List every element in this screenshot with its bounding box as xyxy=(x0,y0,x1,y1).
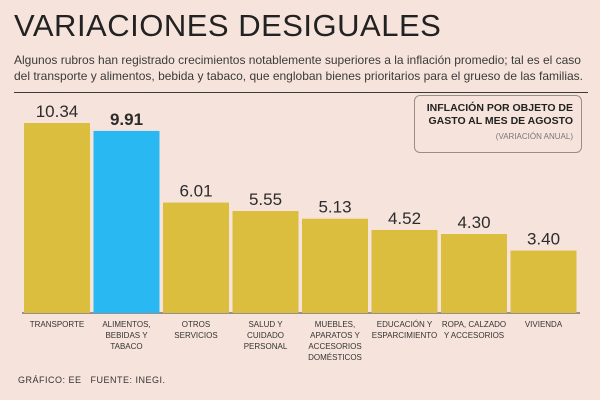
category-label-line: ESPARCIMIENTO xyxy=(372,331,438,340)
category-label: ROPA, CALZADO Y ACCESORIOS xyxy=(442,320,506,340)
value-label: 4.52 xyxy=(388,209,421,228)
legend-box-title: INFLACIÓN POR OBJETO DE GASTO AL MES DE … xyxy=(426,102,573,127)
category-label-line: EDUCACIÓN Y xyxy=(377,320,433,329)
bar xyxy=(371,229,438,313)
bar xyxy=(441,233,507,313)
category-label-line: Y ACCESORIOS xyxy=(444,331,504,340)
value-label: 10.34 xyxy=(36,102,79,121)
category-label: SALUD Y CUIDADO PERSONAL xyxy=(244,320,288,351)
category-label: VIVIENDA xyxy=(525,320,563,329)
value-labels-group: 10.34 9.91 6.01 5.55 5.13 4.52 4.30 3.40 xyxy=(36,102,560,249)
value-label: 4.30 xyxy=(457,213,490,232)
category-label: TRANSPORTE xyxy=(30,320,85,329)
category-label: OTROS SERVICIOS xyxy=(174,320,217,340)
category-label-line: APARATOS Y xyxy=(310,331,360,340)
category-label-line: TRANSPORTE xyxy=(30,320,85,329)
category-label-line: SERVICIOS xyxy=(174,331,217,340)
category-label-line: PERSONAL xyxy=(244,342,288,351)
header-rule xyxy=(14,92,588,93)
bar xyxy=(510,250,577,313)
category-label: EDUCACIÓN Y ESPARCIMIENTO xyxy=(372,320,438,340)
value-label: 5.55 xyxy=(249,190,282,209)
category-label: ALIMENTOS, BEBIDAS Y TABACO xyxy=(102,320,150,351)
bar xyxy=(232,211,299,313)
chart-subtitle: Algunos rubros han registrado crecimient… xyxy=(14,53,584,83)
legend-box-note: (VARIACIÓN ANUAL) xyxy=(495,132,573,141)
footer-source: FUENTE: INEGI. xyxy=(90,375,166,385)
category-label-line: SALUD Y xyxy=(248,320,283,329)
value-label: 6.01 xyxy=(179,182,212,201)
category-label-line: BEBIDAS Y xyxy=(105,331,148,340)
category-label-line: VIVIENDA xyxy=(525,320,563,329)
category-label-line: ROPA, CALZADO xyxy=(442,320,506,329)
category-label-line: CUIDADO xyxy=(247,331,284,340)
bars-group xyxy=(24,123,577,313)
category-labels-group: TRANSPORTE ALIMENTOS, BEBIDAS Y TABACO OTROS… xyxy=(30,320,563,362)
bar xyxy=(24,123,90,313)
bar xyxy=(163,202,229,313)
category-label-line: ACCESORIOS xyxy=(308,342,361,351)
category-label-line: DOMÉSTICOS xyxy=(308,353,362,362)
chart-title: VARIACIONES DESIGUALES xyxy=(14,8,442,43)
category-label-line: TABACO xyxy=(110,342,142,351)
category-label-line: OTROS xyxy=(182,320,210,329)
legend-box: INFLACIÓN POR OBJETO DE GASTO AL MES DE … xyxy=(414,95,582,153)
footer: GRÁFICO: EE FUENTE: INEGI. xyxy=(18,375,172,385)
value-label: 3.40 xyxy=(527,230,560,249)
value-label: 5.13 xyxy=(318,198,351,217)
category-label: MUEBLES, APARATOS Y ACCESORIOS DOMÉSTICOS xyxy=(308,320,362,362)
value-label: 9.91 xyxy=(110,110,143,129)
bar xyxy=(93,130,160,313)
category-label-line: MUEBLES, xyxy=(315,320,355,329)
bar xyxy=(302,218,368,313)
category-label-line: ALIMENTOS, xyxy=(102,320,150,329)
footer-credit: GRÁFICO: EE xyxy=(18,375,82,385)
